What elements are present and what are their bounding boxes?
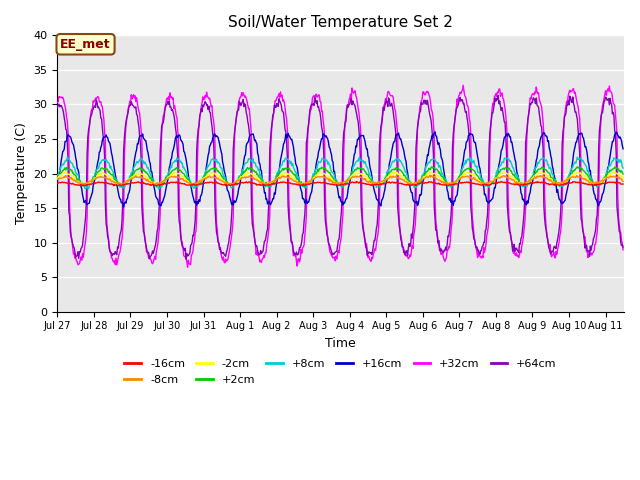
+64cm xyxy=(460,100,468,106)
-2cm xyxy=(460,171,468,177)
Line: -8cm: -8cm xyxy=(58,175,623,185)
+8cm xyxy=(155,186,163,192)
+8cm xyxy=(573,154,581,160)
+64cm xyxy=(317,116,324,121)
+32cm xyxy=(184,264,191,270)
-16cm xyxy=(134,180,141,185)
+16cm xyxy=(296,179,303,185)
-8cm xyxy=(56,176,63,181)
+8cm xyxy=(620,165,627,171)
+2cm xyxy=(620,171,627,177)
+16cm xyxy=(134,141,141,147)
-2cm xyxy=(295,180,303,186)
+64cm xyxy=(132,111,140,117)
+16cm xyxy=(56,170,63,176)
Line: +2cm: +2cm xyxy=(58,167,623,187)
+8cm xyxy=(474,169,481,175)
Line: -2cm: -2cm xyxy=(58,172,623,185)
+8cm xyxy=(296,179,303,185)
-8cm xyxy=(371,182,378,188)
+32cm xyxy=(317,99,324,105)
+8cm xyxy=(54,172,61,178)
-8cm xyxy=(54,176,61,182)
+2cm xyxy=(56,171,63,177)
-2cm xyxy=(56,172,63,178)
-8cm xyxy=(316,174,324,180)
-16cm xyxy=(620,181,627,187)
+2cm xyxy=(475,174,483,180)
-16cm xyxy=(114,183,122,189)
-16cm xyxy=(474,181,481,187)
+16cm xyxy=(317,139,324,144)
-16cm xyxy=(497,179,505,184)
Y-axis label: Temperature (C): Temperature (C) xyxy=(15,122,28,225)
+32cm xyxy=(461,93,468,98)
-8cm xyxy=(295,182,303,188)
+32cm xyxy=(620,247,627,252)
+64cm xyxy=(474,247,481,253)
+8cm xyxy=(317,159,324,165)
-16cm xyxy=(460,180,468,185)
Line: +64cm: +64cm xyxy=(58,96,623,259)
-8cm xyxy=(426,172,433,178)
-2cm xyxy=(54,177,61,182)
+32cm xyxy=(475,248,483,253)
+64cm xyxy=(494,93,502,98)
+64cm xyxy=(56,104,63,109)
+2cm xyxy=(317,166,324,171)
-2cm xyxy=(316,170,324,176)
-2cm xyxy=(410,182,417,188)
+2cm xyxy=(132,167,140,173)
Line: +32cm: +32cm xyxy=(58,85,623,267)
Text: EE_met: EE_met xyxy=(60,38,111,51)
+64cm xyxy=(182,256,190,262)
Line: +8cm: +8cm xyxy=(58,157,623,189)
+32cm xyxy=(54,99,61,105)
+32cm xyxy=(296,259,303,265)
-16cm xyxy=(54,180,61,186)
-8cm xyxy=(620,179,627,184)
+16cm xyxy=(461,147,468,153)
-16cm xyxy=(317,180,324,186)
+8cm xyxy=(132,159,140,165)
+32cm xyxy=(460,83,467,88)
Line: -16cm: -16cm xyxy=(58,181,623,186)
+2cm xyxy=(461,167,468,173)
Title: Soil/Water Temperature Set 2: Soil/Water Temperature Set 2 xyxy=(228,15,453,30)
+16cm xyxy=(431,129,439,135)
-2cm xyxy=(474,177,481,182)
+2cm xyxy=(54,176,61,182)
+16cm xyxy=(475,158,483,164)
+64cm xyxy=(620,244,627,250)
+8cm xyxy=(460,161,468,167)
-2cm xyxy=(132,171,140,177)
-2cm xyxy=(609,169,617,175)
-8cm xyxy=(461,174,468,180)
+32cm xyxy=(56,94,63,100)
Legend: -16cm, -8cm, -2cm, +2cm, +8cm, +16cm, +32cm, +64cm: -16cm, -8cm, -2cm, +2cm, +8cm, +16cm, +3… xyxy=(120,355,561,389)
+2cm xyxy=(300,184,308,190)
-2cm xyxy=(620,175,627,181)
-8cm xyxy=(475,179,483,184)
+32cm xyxy=(132,95,140,101)
Line: +16cm: +16cm xyxy=(58,132,623,207)
+2cm xyxy=(428,164,436,169)
+8cm xyxy=(56,168,63,174)
+64cm xyxy=(296,245,303,251)
+16cm xyxy=(54,179,61,185)
-16cm xyxy=(296,182,303,188)
+16cm xyxy=(120,204,127,210)
X-axis label: Time: Time xyxy=(325,337,356,350)
+2cm xyxy=(295,177,303,182)
-8cm xyxy=(132,174,140,180)
+64cm xyxy=(54,105,61,111)
-16cm xyxy=(56,180,63,185)
+16cm xyxy=(620,146,627,152)
